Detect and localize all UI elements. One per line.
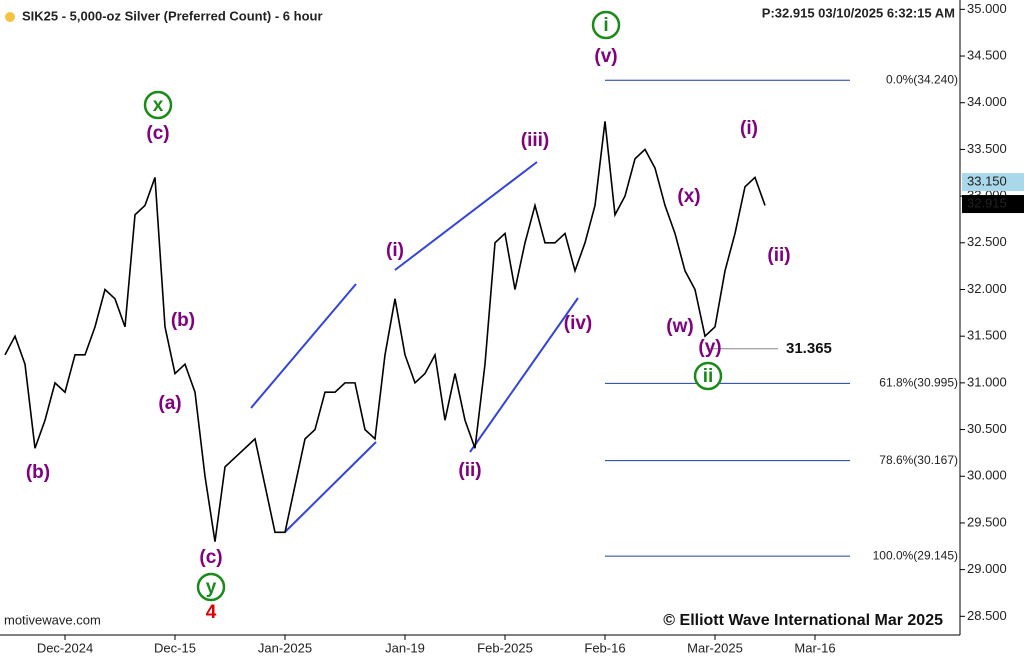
wave-label: y: [206, 577, 217, 598]
wave-circle: [693, 361, 723, 391]
wave-label: (a): [158, 393, 181, 414]
wave-label: x: [153, 95, 164, 116]
y-tick-label: 30.000: [967, 468, 1007, 483]
wave-label: 4: [206, 602, 217, 623]
channel-line: [250, 283, 357, 409]
wave-label: (w): [666, 316, 693, 337]
channel-line: [469, 297, 579, 453]
y-tick-label: 29.500: [967, 514, 1007, 529]
x-tick-label: Feb-2025: [477, 640, 533, 655]
wave-label: (v): [594, 46, 617, 67]
price-marker-box: [962, 173, 1024, 192]
wave-circle: [196, 572, 226, 602]
price-marker-label: 32.915: [967, 195, 1007, 210]
x-tick-label: Dec-15: [154, 640, 196, 655]
source: motivewave.com: [4, 612, 101, 627]
y-tick-label: 32.500: [967, 234, 1007, 249]
wave-label: (iii): [521, 130, 550, 151]
x-tick-label: Mar-16: [794, 640, 835, 655]
wave-label: (x): [677, 186, 700, 207]
x-tick-label: Jan-2025: [258, 640, 312, 655]
y-tick-label: 31.000: [967, 374, 1007, 389]
wave-label: (ii): [458, 460, 481, 481]
fib-label: 78.6%(30.167): [879, 453, 958, 467]
price-line: [4, 121, 766, 542]
x-tick-label: Dec-2024: [37, 640, 93, 655]
wave-label: (c): [199, 547, 222, 568]
y-tick-label: 35.000: [967, 1, 1007, 16]
y-tick-label: 32.000: [967, 281, 1007, 296]
y-tick-label: 34.500: [967, 47, 1007, 62]
channel-line: [394, 161, 538, 271]
wave-label: (b): [171, 310, 195, 331]
low-marker-label: 31.365: [786, 340, 832, 357]
fib-label: 0.0%(34.240): [886, 72, 958, 86]
y-tick-label: 30.500: [967, 421, 1007, 436]
price-marker-box: [962, 195, 1024, 214]
chart-title: SIK25 - 5,000-oz Silver (Preferred Count…: [22, 8, 323, 23]
chart-subtitle: P:32.915 03/10/2025 6:32:15 AM: [762, 5, 955, 20]
wave-label: (c): [146, 123, 169, 144]
wave-circle: [143, 90, 173, 120]
wave-label: (iv): [564, 313, 593, 334]
price-marker-label: 33.150: [967, 174, 1007, 189]
fib-label: 100.0%(29.145): [873, 548, 958, 562]
copyright: © Elliott Wave International Mar 2025: [663, 612, 943, 629]
y-tick-label: 34.000: [967, 94, 1007, 109]
status-dot: [5, 12, 15, 22]
wave-label: ii: [703, 366, 714, 387]
fib-label: 61.8%(30.995): [879, 376, 958, 390]
y-tick-label: 31.500: [967, 328, 1007, 343]
x-tick-label: Mar-2025: [687, 640, 743, 655]
wave-label: (i): [740, 118, 758, 139]
wave-label: (y): [698, 337, 721, 358]
wave-label: (i): [386, 240, 404, 261]
wave-label: (ii): [767, 245, 790, 266]
y-tick-label: 33.500: [967, 141, 1007, 156]
x-tick-label: Jan-19: [385, 640, 425, 655]
wave-label: (b): [26, 462, 50, 483]
y-tick-label: 29.000: [967, 561, 1007, 576]
y-tick-label: 28.500: [967, 608, 1007, 623]
wave-circle: [591, 10, 621, 40]
wave-label: i: [603, 15, 608, 36]
x-tick-label: Feb-16: [584, 640, 625, 655]
channel-line: [284, 441, 377, 533]
